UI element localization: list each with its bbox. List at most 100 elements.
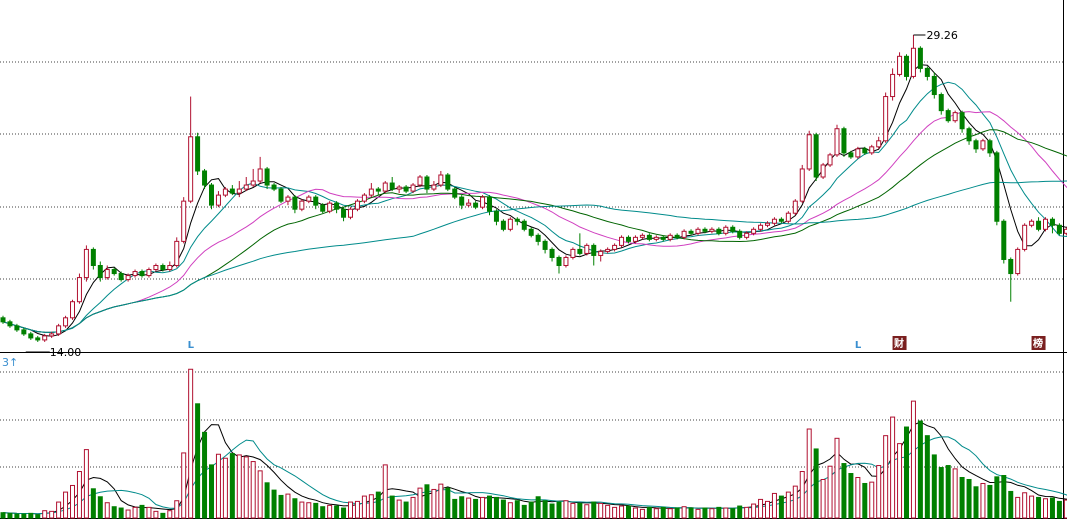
candle-body [876,140,882,148]
volume-bar [313,502,319,519]
volume-bar [389,495,395,519]
candle-body [820,164,826,178]
volume-bar [1015,496,1021,519]
candle-body [1049,218,1055,226]
volume-bar [813,448,819,519]
candle-body [299,200,305,210]
volume-series [0,368,1067,519]
candle-body [56,325,62,335]
volume-bar [396,499,402,519]
volume-bar [222,457,228,519]
volume-bar [42,510,48,519]
volume-bar [667,508,673,519]
volume-bar [334,505,340,519]
volume-bar [500,499,506,519]
candle-body [507,218,513,230]
candle-body [799,168,805,202]
candle-body [688,230,694,234]
volume-bar [160,512,166,519]
volume-bar [97,496,103,519]
volume-bar [980,482,986,519]
volume-bar [480,496,486,519]
candle-body [195,136,201,172]
candle-body [243,184,249,190]
volume-bar [459,496,465,519]
volume-bar [1036,496,1042,519]
candle-body [264,168,270,186]
candle-body [841,128,847,154]
candle-body [897,55,903,75]
candle-body [577,248,583,254]
candle-body [209,184,214,206]
volume-bar [306,502,312,519]
candle-body [980,140,986,150]
candle-body [605,248,611,252]
volume-bar [1043,498,1048,519]
ma20-line [2,111,1067,333]
candle-body [320,204,326,212]
volume-bar [778,495,784,519]
volume-bar [0,512,6,519]
volume-bar [368,494,374,519]
volume-bar [229,453,235,519]
low-price-label: 14.00 [50,346,82,359]
volume-bar [1063,499,1067,519]
volume-bar [299,501,305,519]
candle-body [174,240,180,267]
candle-body [528,228,534,236]
candle-body [806,134,812,170]
volume-bar [771,492,777,519]
candle-body [834,128,840,156]
candle-body [924,67,930,77]
volume-bar [556,501,562,519]
candle-body [723,226,729,234]
volume-bar [236,454,242,519]
volume-bar [361,495,367,519]
candle-body [792,200,798,214]
candle-body [167,265,173,271]
candle-body [63,317,69,327]
volume-bar [910,400,916,519]
event-marker-box [1031,336,1046,350]
event-marker-box [892,336,907,350]
candle-body [104,269,110,279]
volume-bar [765,500,770,519]
candle-body [931,75,937,96]
candle-body [751,228,757,234]
candle-body [883,96,889,142]
volume-bar [938,467,944,519]
candle-body [556,256,562,267]
candle-body [111,269,117,275]
candle-body [222,188,228,196]
volume-bar [945,465,951,519]
candle-body [139,271,145,277]
volume-bar [431,488,437,519]
volume-bar [285,493,291,519]
volume-bar [632,507,638,519]
candle-body [1001,220,1007,260]
event-marker-label: 财 [893,337,904,350]
candle-body [1036,220,1042,230]
volume-bar [890,416,896,519]
candle-body [639,234,645,238]
volume-bar [132,506,138,519]
l-marker: L [855,340,862,351]
candle-body [667,234,673,240]
volume-bar [188,368,194,519]
candle-body [737,230,743,238]
volume-bar [507,502,513,519]
candle-body [424,176,430,190]
volume-bar [452,498,458,519]
candle-body [480,196,486,208]
candle-body [292,196,298,210]
candle-body [250,180,256,186]
volume-bar [646,506,652,519]
volume-bar [862,482,868,519]
volume-pane-label: 3↑ [2,356,18,369]
volume-bar [639,508,645,519]
candle-body [49,333,55,337]
volume-bar [202,431,208,519]
candle-body [257,168,263,182]
volume-bar [924,435,930,519]
volume-bar [1029,495,1035,519]
